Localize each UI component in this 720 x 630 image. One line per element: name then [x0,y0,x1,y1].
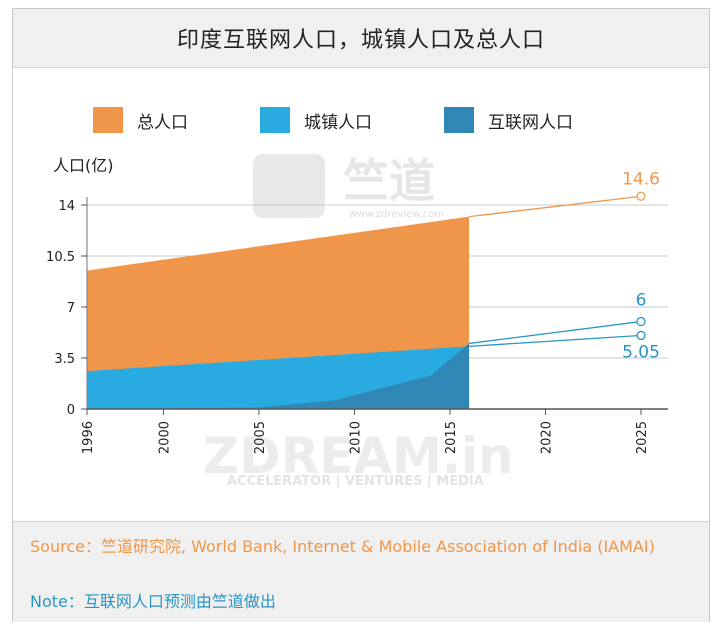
legend: 总人口 城镇人口 互联网人口 [93,107,645,133]
x-tick-label-2: 2005 [253,421,268,454]
label-urban-2025: 5.05 [622,342,660,362]
area-internet [87,343,470,409]
legend-label-urban: 城镇人口 [304,112,372,133]
legend-item-internet: 互联网人口 [444,107,573,133]
legend-item-urban: 城镇人口 [260,107,372,133]
legend-item-total: 总人口 [93,107,188,133]
y-tick-label-3: 10.5 [46,250,75,265]
legend-label-total: 总人口 [137,112,188,133]
x-tick-label-3: 2010 [348,421,363,454]
x-tick-label-4: 2015 [444,421,459,454]
source-text: Source：竺道研究院, World Bank, Internet & Mob… [30,537,655,556]
label-total-2025: 14.6 [622,169,660,189]
chart-title: 印度互联网人口，城镇人口及总人口 [13,9,709,68]
legend-swatch-total [93,107,123,133]
y-tick-label-4: 14 [58,199,75,214]
x-tick-label-1: 2000 [157,421,172,454]
y-axis-label: 人口(亿) [53,156,114,175]
y-tick-label-0: 0 [67,403,75,418]
projection-total [468,195,642,218]
watermark-sub-text: ACCELERATOR | VENTURES | MEDIA [227,474,484,489]
watermark-top-text: 竺道 [343,154,435,208]
projection-total-marker [636,191,646,201]
legend-swatch-internet [444,107,474,133]
projection-urban-marker [636,330,646,341]
x-tick-label-6: 2025 [635,421,650,454]
footer: Source：竺道研究院, World Bank, Internet & Mob… [13,521,709,622]
watermark-url: www.zdreview.com [349,209,444,220]
label-internet-2025: 6 [636,291,647,311]
watermark-main-text: ZDREAM.in [203,427,514,485]
note-text: Note：互联网人口预测由竺道做出 [30,592,276,611]
x-tick-label-5: 2020 [539,421,554,454]
watermark-logo-icon [253,154,325,218]
legend-swatch-urban [260,107,290,133]
projection-internet [468,320,642,345]
y-tick-label-2: 7 [67,301,75,316]
x-tick-label-0: 1996 [81,421,96,454]
projection-internet-marker [636,316,646,327]
projection-urban [469,334,642,347]
chart-card: 印度互联网人口，城镇人口及总人口 总人口 城镇人口 互联网人口 竺道 www.zd… [12,8,710,622]
legend-label-internet: 互联网人口 [488,112,573,133]
y-tick-label-1: 3.5 [54,352,75,367]
